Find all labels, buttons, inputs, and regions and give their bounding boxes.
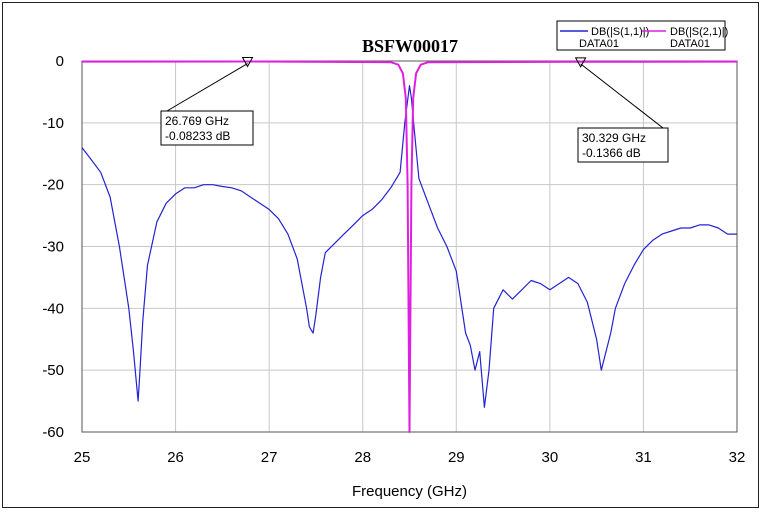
x-tick-label: 29: [448, 449, 465, 466]
x-tick-label: 26: [167, 449, 184, 466]
x-tick-label: 31: [635, 449, 652, 466]
y-tick-label: -60: [42, 424, 64, 441]
markers: 26.769 GHz-0.08233 dB 30.329 GHz-0.1366 d…: [160, 57, 669, 163]
y-tick-label: 0: [56, 53, 64, 70]
series-line-s21: [81, 60, 738, 433]
marker-label-box: [160, 110, 254, 146]
marker-value: -0.08233 dB: [165, 129, 230, 143]
chart-title: BSFW00017: [362, 36, 458, 56]
marker-value: -0.1366 dB: [582, 146, 641, 160]
marker-frequency: 26.769 GHz: [165, 114, 229, 128]
series-line-s11: [81, 85, 737, 408]
y-tick-labels: 0 -10 -20 -30 -40 -50 -60: [42, 53, 64, 441]
x-tick-label: 28: [354, 449, 371, 466]
marker-triangle: [241, 57, 254, 68]
y-tick-label: -40: [42, 300, 64, 317]
y-tick-label: -10: [42, 115, 64, 132]
marker-leader-line: [166, 63, 248, 112]
y-tick-label: -20: [42, 177, 64, 194]
marker-frequency: 30.329 GHz: [582, 131, 646, 145]
legend-label: DB(|S(1,1)|): [591, 26, 649, 38]
x-tick-label: 30: [542, 449, 559, 466]
legend-frame: [556, 20, 726, 51]
x-tick-label: 25: [74, 449, 91, 466]
x-axis-label: Frequency (GHz): [352, 483, 467, 500]
legend-label: DB(|S(2,1)|): [670, 26, 728, 38]
legend-sublabel: DATA01: [579, 38, 619, 50]
x-tick-label: 32: [729, 449, 746, 466]
x-tick-label: 27: [261, 449, 278, 466]
x-tick-labels: 25 26 27 28 29 30 31 32: [74, 449, 746, 466]
y-tick-label: -50: [42, 362, 64, 379]
legend-sublabel: DATA01: [670, 38, 710, 50]
marker-triangle: [574, 57, 587, 68]
marker-leader-line: [580, 63, 664, 129]
y-tick-label: -30: [42, 239, 64, 256]
series-lines: [81, 60, 738, 433]
marker-label-box: [577, 127, 669, 163]
